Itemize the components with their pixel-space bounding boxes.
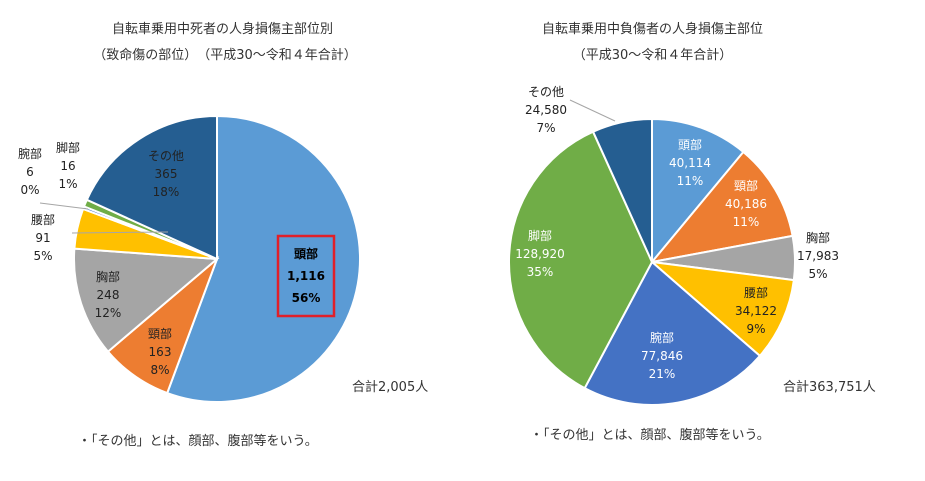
chart1-label-2-value: 248	[97, 288, 120, 302]
right-chart-note: ・「その他」とは、顔部、腹部等をいう。	[530, 428, 770, 443]
chart2-label-2-percent: 5%	[808, 267, 827, 281]
chart2-slice-6	[591, 117, 653, 263]
chart1-label-5-value: 16	[60, 159, 75, 173]
chart2-label-6-name: その他	[528, 85, 564, 99]
chart1-slice-6	[85, 114, 218, 261]
chart1-label-3-name: 腰部	[31, 212, 55, 227]
chart1-label-3-percent: 5%	[33, 249, 52, 263]
chart2-slice-3	[648, 260, 795, 358]
chart1-label-4-percent: 0%	[20, 183, 39, 197]
chart1-label-0-value: 1,116	[287, 269, 325, 283]
chart2-leader-6	[569, 99, 616, 122]
right-chart-total: 合計363,751人	[783, 380, 876, 395]
chart2-slice-1	[649, 150, 794, 264]
chart1-label-1-value: 163	[149, 345, 172, 359]
chart2-label-1-name: 頸部	[734, 178, 758, 193]
chart2-label-6-value: 24,580	[525, 103, 567, 117]
chart2-label-5-value: 128,920	[515, 247, 565, 261]
chart2-label-0-percent: 11%	[677, 174, 704, 188]
chart2-label-4-value: 77,846	[641, 349, 683, 363]
chart2-label-4-percent: 21%	[649, 367, 676, 381]
chart2-label-3-percent: 9%	[746, 322, 765, 336]
chart1-label-0-percent: 56%	[292, 291, 321, 305]
chart1-label-2-percent: 12%	[95, 306, 122, 320]
chart1-slice-0	[165, 114, 361, 403]
highlight-box	[276, 234, 336, 318]
chart2-label-0-name: 頭部	[678, 137, 702, 152]
chart1-slice-2	[73, 247, 220, 354]
chart2-label-0-value: 40,114	[669, 156, 711, 170]
chart2-label-2-name: 胸部	[806, 230, 830, 245]
chart2-slice-4	[583, 260, 762, 406]
chart2-label-1-value: 40,186	[725, 197, 767, 211]
chart1-label-1-name: 頸部	[148, 326, 172, 341]
chart1-label-0-name: 頭部	[294, 246, 318, 261]
chart2-label-1-percent: 11%	[733, 215, 760, 229]
left-chart-subtitle: （致命傷の部位） （平成30～令和４年合計）	[93, 48, 357, 63]
left-chart-note: ・「その他」とは、顔部、腹部等をいう。	[78, 434, 318, 449]
chart1-label-5-name: 脚部	[56, 140, 80, 155]
chart2-label-2-value: 17,983	[797, 249, 839, 263]
chart1-label-6-percent: 18%	[153, 185, 180, 199]
right-chart-subtitle: （平成30～令和４年合計）	[572, 48, 733, 63]
chart1-label-6-name: その他	[148, 149, 184, 163]
chart2-label-5-percent: 35%	[527, 265, 554, 279]
chart2-label-6-percent: 7%	[536, 121, 555, 135]
chart2-label-5-name: 脚部	[528, 228, 552, 243]
right-chart-title: 自転車乗用中負傷者の人身損傷主部位	[541, 22, 763, 37]
chart2-label-4-name: 腕部	[650, 330, 674, 345]
left-chart-total: 合計2,005人	[352, 380, 429, 395]
chart1-label-3-value: 91	[35, 231, 50, 245]
chart1-label-1-percent: 8%	[150, 363, 169, 377]
chart2-label-3-name: 腰部	[744, 285, 768, 300]
left-chart-title: 自転車乗用中死者の人身損傷主部位別	[111, 22, 333, 37]
chart2-label-3-value: 34,122	[735, 304, 777, 318]
chart2-slice-5	[508, 130, 654, 390]
chart1-leader-4	[39, 202, 89, 210]
chart1-leader-3	[71, 231, 169, 234]
chart1-label-5-percent: 1%	[58, 177, 77, 191]
chart1-label-4-value: 6	[26, 165, 34, 179]
chart1-label-6-value: 365	[155, 167, 178, 181]
chart2-slice-0	[651, 117, 745, 265]
chart1-label-4-name: 腕部	[18, 146, 42, 161]
chart1-label-2-name: 胸部	[96, 269, 120, 284]
